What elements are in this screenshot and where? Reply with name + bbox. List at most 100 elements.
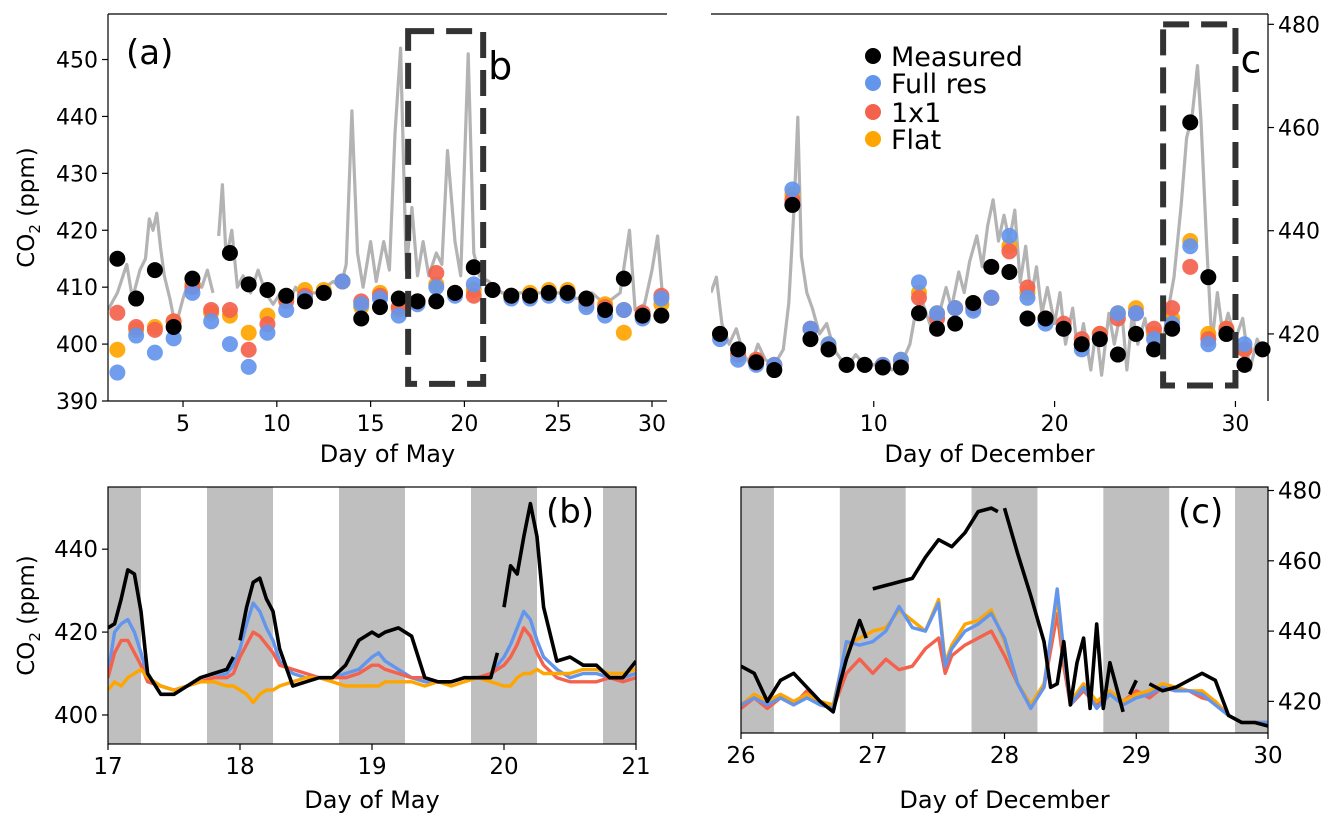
point-measured-8 (259, 282, 276, 299)
zoom-box-label-b: b (488, 44, 512, 88)
x-tick-label-30: 30 (638, 412, 666, 437)
point-measured-26 (1164, 320, 1181, 337)
night-band-3 (339, 487, 405, 744)
y-tick-label-420: 420 (56, 219, 98, 244)
point-full-res-24 (1127, 305, 1144, 322)
x-tick-label-21: 21 (621, 754, 650, 780)
point-measured-9 (278, 287, 295, 304)
point-full-res-27 (1182, 238, 1199, 255)
point-measured-23 (559, 284, 576, 301)
point-full-res-18 (1019, 289, 1036, 306)
point-one-by-one-12 (910, 289, 927, 306)
legend: Measured Full res 1x1 Flat (865, 42, 1023, 156)
series-line-measured (108, 501, 636, 697)
point-measured-15 (409, 293, 426, 310)
panel-label: (b) (546, 492, 594, 532)
point-measured-22 (540, 284, 557, 301)
point-full-res-17 (1001, 227, 1018, 244)
point-measured-6 (802, 331, 819, 348)
point-one-by-one-18 (428, 264, 445, 281)
point-measured-18 (465, 259, 482, 276)
point-measured-11 (892, 359, 909, 376)
point-one-by-one-20 (465, 287, 482, 304)
point-measured-18 (1019, 310, 1036, 327)
y-axis-label: CO2 (ppm) (14, 555, 44, 676)
x-tick-label-30: 30 (1221, 412, 1249, 437)
point-measured-14 (947, 315, 964, 332)
x-tick-label-26: 26 (726, 743, 755, 769)
point-one-by-one-8 (240, 341, 257, 358)
panel-b-may-zoom: 17 18 19 20 21 400 420 440 Day of May CO2 (ppm) (b… (14, 486, 651, 813)
point-measured-5 (784, 196, 801, 213)
point-measured-20 (503, 287, 520, 304)
point-measured-17 (447, 284, 464, 301)
point-measured-5 (184, 270, 201, 287)
point-measured-8 (838, 356, 855, 373)
point-measured-27 (1182, 114, 1199, 131)
x-tick-label-27: 27 (858, 743, 887, 769)
point-measured-7 (240, 276, 257, 293)
point-measured-16 (428, 293, 445, 310)
x-tick-label-20: 20 (1041, 412, 1069, 437)
x-tick-label-18: 18 (225, 754, 254, 780)
point-measured-7 (820, 341, 837, 358)
x-tick-label-20: 20 (489, 754, 518, 780)
point-measured-10 (296, 293, 313, 310)
x-tick-label-28: 28 (990, 743, 1019, 769)
night-band-1 (108, 487, 141, 744)
legend-marker-measured (865, 48, 881, 64)
y-axis-label-main: CO (14, 642, 40, 676)
point-full-res-18 (428, 279, 445, 296)
point-one-by-one-27 (1182, 258, 1199, 275)
panel-label: (c) (1178, 492, 1223, 532)
point-full-res-30 (1236, 336, 1253, 353)
point-measured-15 (965, 294, 982, 311)
y-tick-label-410: 410 (56, 276, 98, 301)
point-full-res-20 (465, 276, 482, 293)
point-measured-13 (929, 320, 946, 337)
point-full-res-13 (334, 273, 351, 290)
legend-label-full-res: Full res (891, 69, 987, 100)
legend-marker-flat (865, 131, 881, 147)
point-measured-11 (315, 284, 332, 301)
y-axis-label-main: CO (14, 234, 40, 268)
point-one-by-one-7 (221, 301, 238, 318)
panel-label: (a) (126, 33, 173, 73)
point-measured-3 (146, 262, 163, 279)
point-one-by-one-1 (109, 304, 126, 321)
legend-marker-full-res (865, 75, 881, 91)
point-measured-6 (221, 245, 238, 262)
point-full-res-23 (1109, 305, 1126, 322)
zoom-box-label-c: c (1240, 37, 1261, 81)
point-measured-27 (634, 307, 651, 324)
point-full-res-16 (390, 307, 407, 324)
point-measured-14 (390, 290, 407, 307)
point-measured-28 (653, 307, 670, 324)
night-band-3 (971, 487, 1038, 733)
y-tick-label-440: 440 (1278, 220, 1320, 245)
point-measured-19 (484, 282, 501, 299)
point-full-res-1 (109, 364, 126, 381)
y-axis-label-subscript: 2 (26, 632, 44, 642)
point-flat-28 (615, 324, 632, 341)
legend-label-1x1: 1x1 (891, 98, 941, 129)
legend-label-flat: Flat (891, 125, 941, 156)
y-tick-label-460: 460 (1278, 117, 1320, 142)
point-measured-22 (1091, 331, 1108, 348)
point-measured-29 (1218, 325, 1235, 342)
point-measured-3 (748, 354, 765, 371)
point-full-res-2 (128, 327, 145, 344)
point-measured-24 (1127, 325, 1144, 342)
point-measured-25 (1146, 341, 1163, 358)
night-band-1 (741, 487, 774, 733)
x-tick-label-19: 19 (357, 754, 386, 780)
point-one-by-one-3 (146, 321, 163, 338)
y-tick-label-440: 440 (1278, 619, 1322, 645)
point-full-res-6 (203, 313, 220, 330)
point-measured-2 (128, 290, 145, 307)
x-tick-label-30: 30 (1253, 743, 1282, 769)
zoom-box-c (1160, 21, 1239, 389)
x-tick-label-25: 25 (544, 412, 572, 437)
point-one-by-one-6 (203, 301, 220, 318)
x-tick-label-10: 10 (860, 412, 888, 437)
